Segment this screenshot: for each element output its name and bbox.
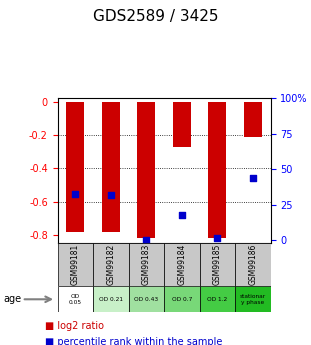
Bar xyxy=(164,243,200,286)
Text: stationar
y phase: stationar y phase xyxy=(240,294,266,305)
Point xyxy=(215,235,220,240)
Text: GSM99183: GSM99183 xyxy=(142,244,151,285)
Text: OD 0.21: OD 0.21 xyxy=(99,297,123,302)
Bar xyxy=(93,243,128,286)
Point xyxy=(73,191,78,196)
Bar xyxy=(200,243,235,286)
Text: OD 0.43: OD 0.43 xyxy=(134,297,158,302)
Point xyxy=(108,192,113,198)
Bar xyxy=(67,102,84,231)
Bar xyxy=(173,102,191,147)
Text: OD
0.05: OD 0.05 xyxy=(69,294,82,305)
Bar xyxy=(164,286,200,312)
Point xyxy=(179,212,184,218)
Text: GSM99181: GSM99181 xyxy=(71,244,80,285)
Text: age: age xyxy=(3,294,21,304)
Text: GSM99185: GSM99185 xyxy=(213,244,222,285)
Point xyxy=(144,238,149,243)
Text: ■ log2 ratio: ■ log2 ratio xyxy=(45,321,104,331)
Text: GSM99186: GSM99186 xyxy=(248,244,257,285)
Bar xyxy=(235,243,271,286)
Text: OD 1.2: OD 1.2 xyxy=(207,297,227,302)
Bar xyxy=(93,286,128,312)
Text: GSM99184: GSM99184 xyxy=(177,244,186,285)
Text: OD 0.7: OD 0.7 xyxy=(172,297,192,302)
Text: ■ percentile rank within the sample: ■ percentile rank within the sample xyxy=(45,337,222,345)
Bar xyxy=(235,286,271,312)
Text: GSM99182: GSM99182 xyxy=(106,244,115,285)
Bar xyxy=(200,286,235,312)
Bar xyxy=(208,102,226,238)
Point xyxy=(250,175,255,181)
Bar xyxy=(128,286,164,312)
Bar xyxy=(137,102,155,238)
Bar xyxy=(58,243,93,286)
Text: GDS2589 / 3425: GDS2589 / 3425 xyxy=(93,9,218,23)
Bar xyxy=(244,102,262,137)
Bar xyxy=(102,102,120,231)
Bar xyxy=(58,286,93,312)
Bar xyxy=(128,243,164,286)
